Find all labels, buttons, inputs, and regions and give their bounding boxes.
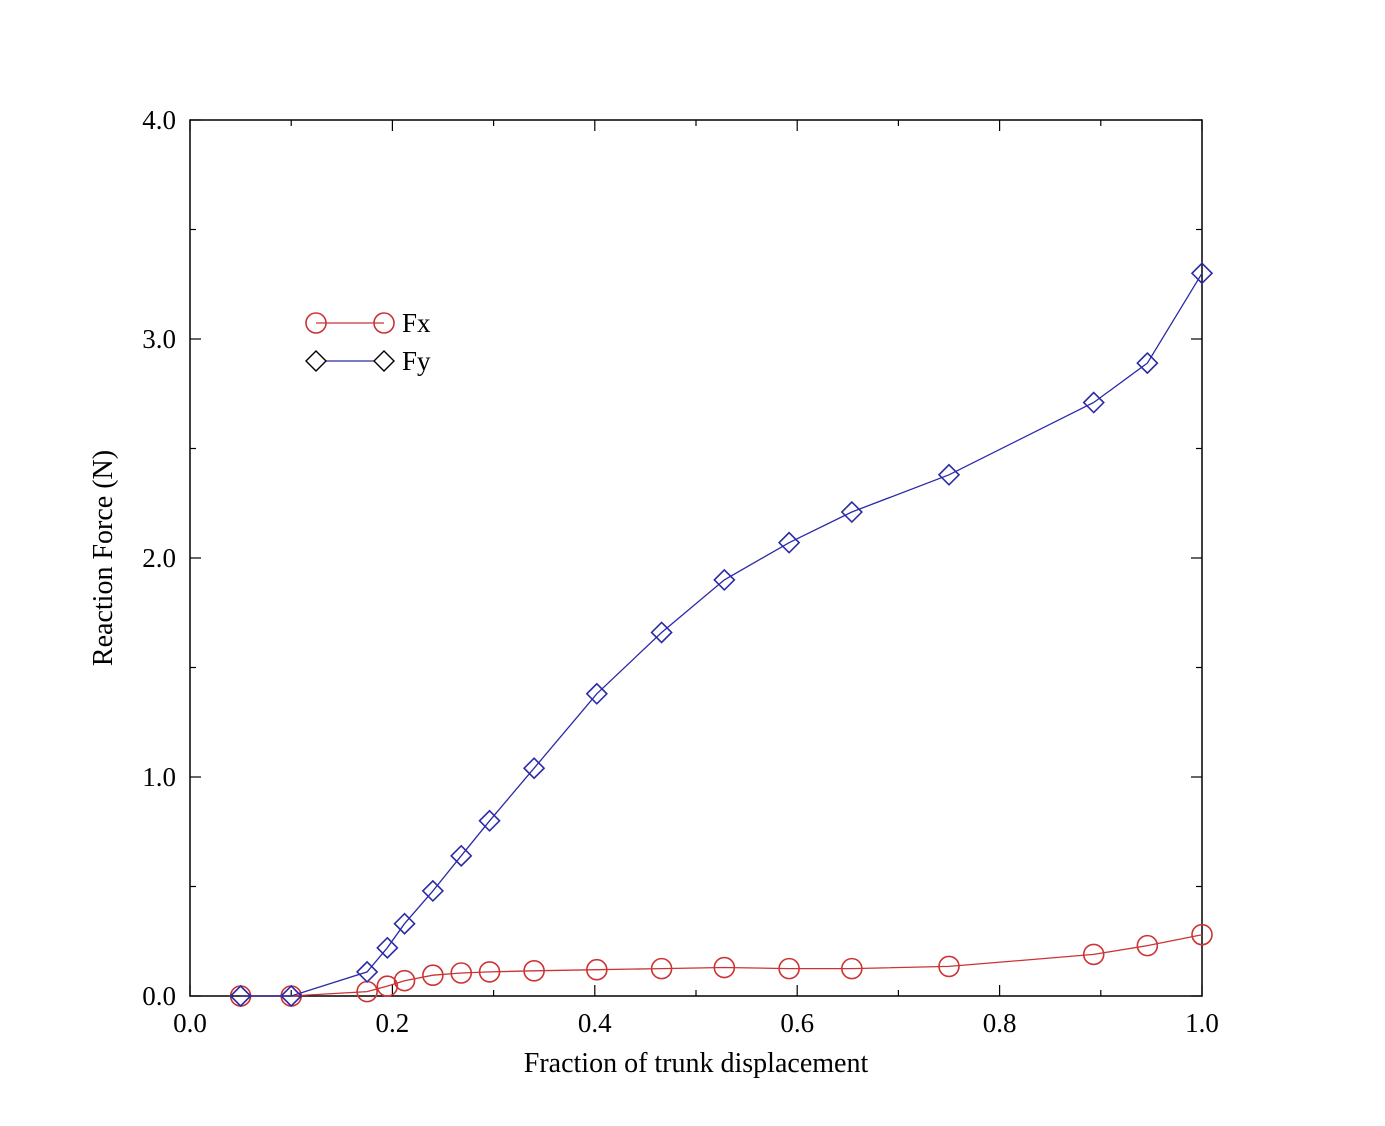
series-fx-point bbox=[1082, 943, 1105, 966]
series-fy-point bbox=[650, 621, 673, 644]
series-fy-point bbox=[229, 984, 252, 1008]
legend: Fx Fy bbox=[305, 308, 431, 376]
series-fx-point bbox=[376, 975, 399, 997]
y-tick-label: 0.0 bbox=[142, 981, 176, 1011]
series-fx-line bbox=[240, 934, 1203, 997]
series-fy-point bbox=[713, 568, 736, 592]
series-fy-point bbox=[421, 879, 445, 903]
legend-fx-label: Fx bbox=[402, 308, 431, 338]
x-tick-label: 0.8 bbox=[983, 1008, 1017, 1038]
legend-fx-marker-left bbox=[305, 312, 327, 334]
series-fy-point bbox=[478, 809, 501, 832]
x-tick-label: 0.2 bbox=[376, 1008, 410, 1038]
series-fy-point bbox=[585, 682, 608, 705]
series-fy-point bbox=[840, 500, 863, 524]
x-tick-label: 0.4 bbox=[578, 1008, 612, 1038]
series-fy-point bbox=[393, 912, 416, 935]
series-fx-point bbox=[478, 961, 501, 983]
series-fy-point bbox=[522, 757, 546, 780]
series-fy-point bbox=[376, 936, 399, 959]
series-fx-point bbox=[713, 956, 736, 979]
series-fx-point bbox=[1136, 934, 1159, 957]
legend-fy-label: Fy bbox=[402, 346, 431, 376]
series-fy-line bbox=[240, 272, 1203, 997]
axis-ticks bbox=[189, 119, 1203, 997]
legend-fy-marker-right bbox=[373, 350, 395, 372]
series-fy-point bbox=[1136, 351, 1159, 375]
series-fy-point bbox=[777, 531, 801, 554]
series-fy-point bbox=[937, 463, 961, 486]
series-fy-point bbox=[355, 960, 379, 984]
series-fy-point bbox=[450, 844, 473, 867]
series-fx-point bbox=[650, 957, 673, 980]
series-fx-point bbox=[422, 964, 444, 986]
series-fx-point bbox=[393, 969, 416, 992]
series-fx-point bbox=[523, 960, 545, 982]
legend-fx-marker-right bbox=[373, 312, 395, 334]
series-fx-point bbox=[586, 958, 608, 981]
y-tick-label: 3.0 bbox=[142, 324, 176, 354]
series-fy-point bbox=[1082, 391, 1105, 414]
tick-labels: 0.0 0.2 0.4 0.6 0.8 1.0 0.0 1.0 2.0 3.0 4.0 bbox=[142, 105, 1219, 1038]
legend-entry-fx: Fx bbox=[305, 308, 431, 338]
legend-entry-fy: Fy bbox=[305, 346, 431, 376]
y-axis-label: Reaction Force (N) bbox=[88, 450, 119, 666]
series-fx-point bbox=[938, 955, 960, 978]
y-tick-label: 1.0 bbox=[142, 762, 176, 792]
series-fy-point bbox=[280, 984, 303, 1008]
x-tick-label: 1.0 bbox=[1185, 1008, 1219, 1038]
x-tick-label: 0.0 bbox=[173, 1008, 207, 1038]
y-tick-label: 2.0 bbox=[142, 543, 176, 573]
series-fy-point bbox=[1190, 262, 1214, 285]
x-tick-label: 0.6 bbox=[780, 1008, 814, 1038]
plot-frame bbox=[189, 119, 1203, 997]
legend-fy-marker-left bbox=[305, 350, 327, 372]
series-fx-point bbox=[778, 957, 800, 980]
series-group bbox=[229, 262, 1214, 1008]
y-tick-label: 4.0 bbox=[142, 105, 176, 135]
series-fx-point bbox=[841, 957, 863, 980]
series-fx-point bbox=[1191, 923, 1213, 946]
series-fx-point bbox=[450, 962, 473, 984]
x-axis-label: Fraction of trunk displacement bbox=[524, 1048, 869, 1079]
